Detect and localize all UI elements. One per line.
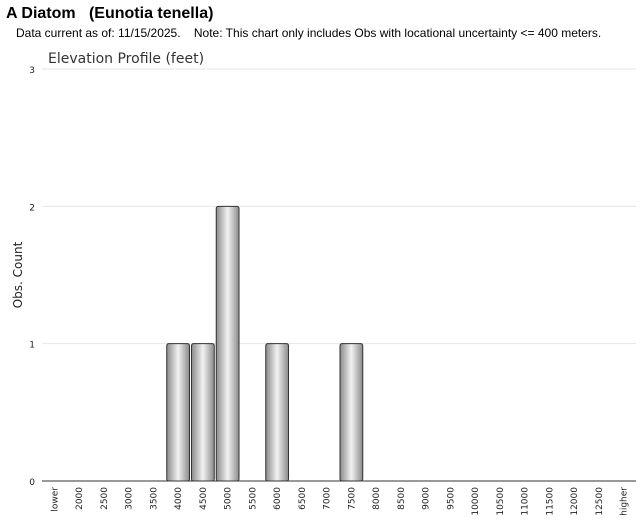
y-axis-label: Obs. Count: [11, 241, 25, 308]
chart-title: Elevation Profile (feet): [48, 51, 204, 67]
x-tick-label: higher: [620, 487, 630, 516]
x-tick-label: 9000: [422, 487, 432, 510]
x-tick-label: 11500: [545, 487, 555, 516]
bar-7500[interactable]: [339, 343, 364, 482]
x-tick-label: 9500: [446, 487, 456, 510]
data-note: Data current as of: 11/15/2025. Note: Th…: [16, 26, 602, 40]
x-tick-label: 2500: [100, 487, 110, 510]
bar-4500[interactable]: [190, 343, 215, 482]
x-tick-label: 12500: [595, 487, 605, 516]
y-tick-label: 0: [29, 478, 35, 488]
x-tick-label: 3500: [149, 487, 159, 510]
x-tick-label: 6000: [273, 487, 283, 510]
y-tick-label: 1: [29, 341, 35, 351]
bar-6000[interactable]: [265, 343, 290, 482]
x-tick-label: 12000: [570, 487, 580, 516]
x-tick-label: 11000: [521, 487, 531, 516]
x-tick-label: 6500: [298, 487, 308, 510]
x-tick-label: 10000: [471, 487, 481, 516]
bar-5000[interactable]: [215, 205, 240, 482]
x-tick-label: 5500: [248, 487, 258, 510]
x-tick-label: 10500: [496, 487, 506, 516]
y-tick-label: 3: [29, 66, 35, 76]
x-tick-label: 4500: [199, 487, 209, 510]
page-title: A Diatom (Eunotia tenella): [6, 5, 214, 22]
x-tick-label: 8500: [397, 487, 407, 510]
x-tick-label: 5000: [224, 487, 234, 510]
x-tick-label: 7000: [323, 487, 333, 510]
x-tick-label: 4000: [174, 487, 184, 510]
y-tick-label: 2: [29, 203, 35, 213]
bar-4000[interactable]: [166, 343, 191, 482]
x-tick-label: 8000: [372, 487, 382, 510]
x-tick-label: 3000: [125, 487, 135, 510]
x-tick-label: lower: [50, 487, 60, 512]
x-tick-label: 2000: [75, 487, 85, 510]
x-tick-label: 7500: [347, 487, 357, 510]
